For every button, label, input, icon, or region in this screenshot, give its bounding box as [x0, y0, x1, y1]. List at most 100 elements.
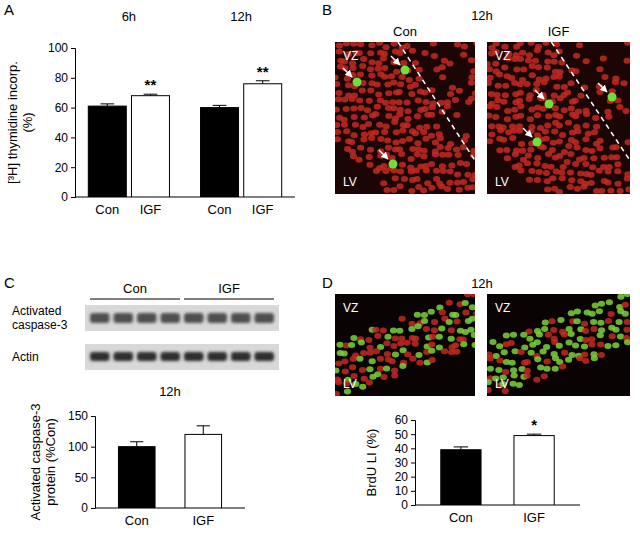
plot-area	[441, 434, 554, 505]
cell-nucleus	[572, 68, 579, 74]
bar	[441, 450, 481, 505]
blot-band	[255, 313, 275, 323]
cell-nucleus	[526, 336, 533, 342]
cell-nucleus	[401, 176, 408, 182]
lane-group-line	[90, 298, 180, 299]
cell-nucleus	[582, 161, 589, 167]
cell-nucleus	[564, 159, 571, 165]
cell-nucleus	[390, 343, 397, 349]
cell-nucleus	[534, 339, 541, 345]
x-tick-label: Con	[208, 202, 232, 217]
cell-nucleus	[606, 299, 613, 305]
cell-nucleus	[336, 43, 343, 49]
cell-nucleus	[396, 89, 403, 95]
cell-nucleus	[341, 359, 348, 365]
cell-nucleus	[573, 53, 580, 59]
cell-nucleus	[502, 83, 509, 89]
cell-nucleus	[609, 333, 616, 339]
cell-nucleus	[389, 99, 396, 105]
cell-nucleus	[428, 309, 435, 315]
cell-nucleus	[380, 374, 387, 380]
cell-nucleus	[487, 75, 494, 81]
panel-letter: D	[322, 274, 333, 291]
cell-nucleus	[572, 161, 579, 167]
y-tick: 40	[55, 131, 75, 145]
chart-title: 12h	[159, 384, 181, 399]
cell-nucleus	[556, 153, 563, 159]
cell-nucleus	[577, 93, 584, 99]
cell-nucleus	[374, 333, 381, 339]
error-bar-cap	[213, 105, 227, 106]
cell-nucleus	[375, 91, 382, 97]
cell-nucleus	[503, 333, 510, 339]
cell-nucleus	[501, 349, 508, 355]
cell-nucleus	[360, 56, 367, 62]
cell-nucleus	[527, 147, 534, 153]
cell-nucleus	[414, 312, 421, 318]
cell-nucleus	[359, 384, 366, 390]
cell-nucleus	[596, 308, 603, 314]
cell-nucleus	[502, 92, 509, 98]
y-axis: 020406080100	[48, 41, 76, 204]
cell-nucleus	[496, 147, 503, 153]
cell-nucleus	[421, 312, 428, 318]
cell-nucleus	[501, 64, 508, 70]
y-tick: 80	[55, 71, 75, 85]
cell-nucleus	[415, 97, 422, 103]
cell-nucleus	[604, 343, 611, 349]
boundary-line	[551, 42, 630, 161]
cell-nucleus	[364, 107, 371, 113]
error-bar-stem	[203, 426, 204, 435]
cell-nucleus	[350, 42, 357, 47]
cell-nucleus	[446, 300, 453, 306]
error-bar-cap	[256, 80, 270, 81]
cell-nucleus	[535, 64, 542, 70]
cell-nucleus	[526, 177, 533, 183]
cell-nucleus	[374, 81, 381, 87]
region-label: VZ	[495, 301, 510, 315]
cell-nucleus	[544, 58, 551, 64]
cell-nucleus	[366, 98, 373, 104]
cell-nucleus	[359, 367, 366, 373]
cell-nucleus	[428, 348, 435, 354]
cell-nucleus	[604, 180, 611, 186]
cell-nucleus	[517, 81, 524, 87]
cell-nucleus	[582, 136, 589, 142]
micrograph: VZLV	[332, 291, 480, 397]
y-tick-mark	[71, 137, 75, 138]
cell-nucleus	[437, 144, 444, 150]
cell-nucleus	[428, 112, 435, 118]
cell-nucleus	[391, 168, 398, 174]
cell-nucleus	[525, 152, 532, 158]
cell-nucleus	[612, 79, 619, 85]
cell-nucleus	[488, 123, 495, 129]
cell-nucleus	[385, 90, 392, 96]
cell-nucleus	[588, 341, 595, 347]
cell-nucleus	[504, 116, 511, 122]
cell-nucleus	[404, 108, 411, 114]
cell-nucleus	[367, 50, 374, 56]
cell-nucleus	[598, 301, 605, 307]
cell-nucleus	[615, 319, 622, 325]
cell-nucleus	[468, 74, 475, 80]
cell-nucleus	[536, 331, 543, 337]
micrograph: VZLV	[485, 291, 632, 396]
y-axis-title: BrdU LI (%)	[364, 429, 379, 497]
y-axis-title: [³H] thymidine incorp.	[5, 61, 20, 184]
cell-nucleus	[416, 360, 423, 366]
region-label: LV	[343, 175, 357, 189]
y-tick-mark	[91, 508, 95, 509]
cell-nucleus	[357, 72, 364, 78]
cell-nucleus	[487, 138, 493, 144]
cell-nucleus	[541, 373, 548, 379]
cell-nucleus	[568, 106, 575, 112]
cell-nucleus	[436, 334, 443, 340]
cell-nucleus	[596, 145, 603, 151]
x-tick-label: Con	[125, 513, 149, 528]
cell-nucleus	[589, 164, 596, 170]
cell-nucleus	[423, 124, 430, 130]
cell-nucleus	[543, 170, 550, 176]
image-label: Con	[393, 24, 417, 39]
cell-nucleus	[432, 151, 439, 157]
y-tick-mark	[91, 447, 95, 448]
